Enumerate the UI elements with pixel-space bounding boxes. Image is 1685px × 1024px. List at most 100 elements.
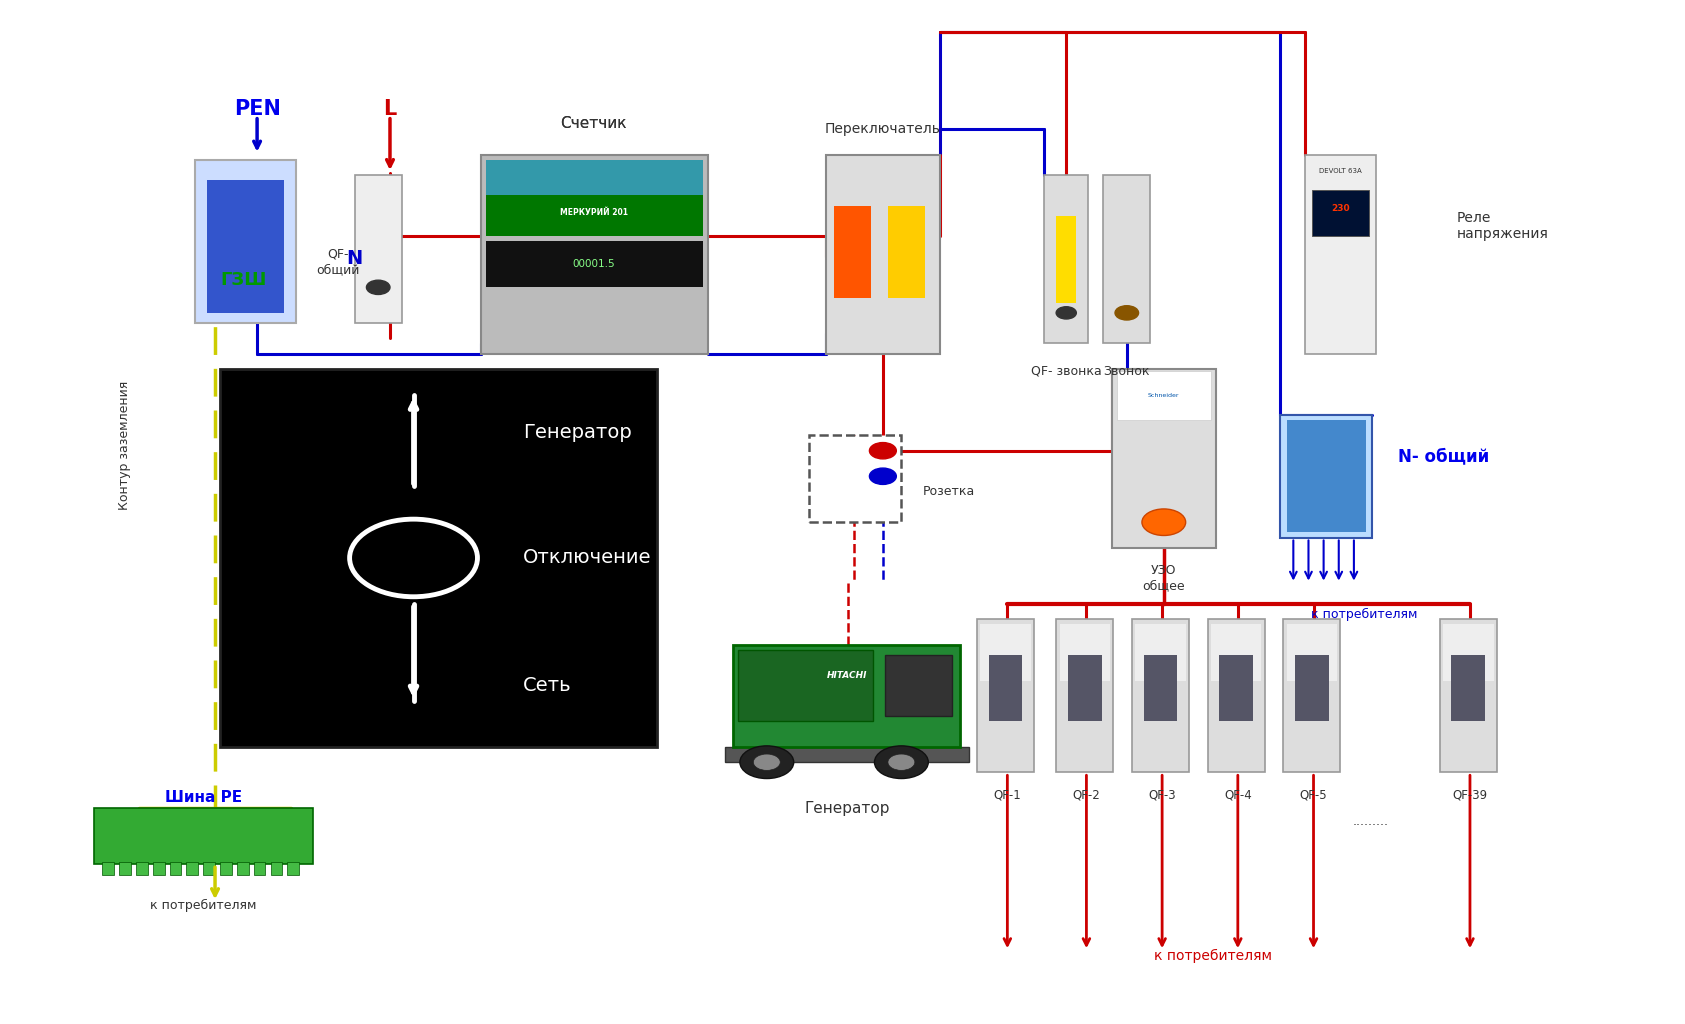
FancyBboxPatch shape bbox=[1136, 625, 1186, 681]
FancyBboxPatch shape bbox=[170, 862, 182, 874]
Text: УЗО
общее: УЗО общее bbox=[1142, 564, 1185, 592]
FancyBboxPatch shape bbox=[1451, 655, 1484, 721]
FancyBboxPatch shape bbox=[1281, 415, 1372, 538]
FancyBboxPatch shape bbox=[981, 625, 1031, 681]
Text: 00001.5: 00001.5 bbox=[573, 259, 615, 269]
Circle shape bbox=[869, 442, 896, 459]
Text: HITACHI: HITACHI bbox=[827, 671, 868, 680]
Text: ГЗШ: ГЗШ bbox=[221, 271, 266, 289]
Circle shape bbox=[366, 281, 389, 295]
FancyBboxPatch shape bbox=[1068, 655, 1102, 721]
FancyBboxPatch shape bbox=[1296, 655, 1329, 721]
Circle shape bbox=[753, 754, 780, 770]
FancyBboxPatch shape bbox=[1287, 625, 1338, 681]
FancyBboxPatch shape bbox=[1212, 625, 1262, 681]
Text: QF- звонка: QF- звонка bbox=[1031, 365, 1102, 378]
Text: QF-39: QF-39 bbox=[1452, 788, 1488, 802]
FancyBboxPatch shape bbox=[1313, 190, 1368, 237]
Text: Сеть: Сеть bbox=[522, 676, 571, 695]
Text: PEN: PEN bbox=[234, 98, 280, 119]
FancyBboxPatch shape bbox=[1220, 655, 1254, 721]
FancyBboxPatch shape bbox=[1045, 175, 1089, 343]
Text: QF-4: QF-4 bbox=[1223, 788, 1252, 802]
FancyBboxPatch shape bbox=[94, 808, 313, 864]
FancyBboxPatch shape bbox=[485, 196, 703, 237]
FancyBboxPatch shape bbox=[1060, 625, 1110, 681]
FancyBboxPatch shape bbox=[1104, 175, 1151, 343]
FancyBboxPatch shape bbox=[271, 862, 283, 874]
Text: Отключение: Отключение bbox=[522, 549, 652, 567]
FancyBboxPatch shape bbox=[834, 206, 871, 298]
FancyBboxPatch shape bbox=[1056, 620, 1114, 772]
FancyBboxPatch shape bbox=[1117, 371, 1212, 420]
Text: Контур заземления: Контур заземления bbox=[118, 381, 131, 510]
Circle shape bbox=[740, 745, 794, 778]
Text: QF-3: QF-3 bbox=[1147, 788, 1176, 802]
FancyBboxPatch shape bbox=[809, 435, 901, 522]
Text: Генератор: Генератор bbox=[522, 423, 632, 441]
Text: к потребителям: к потребителям bbox=[150, 899, 256, 911]
Circle shape bbox=[1056, 307, 1077, 319]
FancyBboxPatch shape bbox=[885, 655, 952, 716]
FancyBboxPatch shape bbox=[103, 862, 115, 874]
Text: Звонок: Звонок bbox=[1104, 365, 1151, 378]
Text: Генератор: Генератор bbox=[805, 801, 890, 816]
Text: N: N bbox=[345, 249, 362, 268]
Text: N- общий: N- общий bbox=[1397, 446, 1490, 465]
FancyBboxPatch shape bbox=[354, 175, 401, 324]
FancyBboxPatch shape bbox=[136, 862, 148, 874]
FancyBboxPatch shape bbox=[1144, 655, 1178, 721]
FancyBboxPatch shape bbox=[288, 862, 300, 874]
FancyBboxPatch shape bbox=[1306, 155, 1375, 353]
FancyBboxPatch shape bbox=[221, 862, 233, 874]
Text: Счетчик: Счетчик bbox=[561, 117, 627, 131]
Text: Schneider: Schneider bbox=[1147, 393, 1180, 398]
Circle shape bbox=[888, 754, 915, 770]
FancyBboxPatch shape bbox=[888, 206, 925, 298]
FancyBboxPatch shape bbox=[254, 862, 266, 874]
FancyBboxPatch shape bbox=[1284, 620, 1341, 772]
FancyBboxPatch shape bbox=[485, 242, 703, 288]
FancyBboxPatch shape bbox=[977, 620, 1035, 772]
Text: 230: 230 bbox=[1331, 204, 1350, 213]
FancyBboxPatch shape bbox=[1287, 420, 1365, 532]
FancyBboxPatch shape bbox=[1439, 620, 1496, 772]
Text: Счетчик: Счетчик bbox=[561, 117, 627, 131]
FancyBboxPatch shape bbox=[207, 180, 285, 313]
FancyBboxPatch shape bbox=[826, 155, 940, 353]
FancyBboxPatch shape bbox=[1442, 625, 1493, 681]
Text: DEVOLT 63A: DEVOLT 63A bbox=[1319, 168, 1361, 174]
Text: МЕРКУРИЙ 201: МЕРКУРИЙ 201 bbox=[559, 208, 627, 217]
Text: .........: ......... bbox=[1353, 815, 1388, 828]
FancyBboxPatch shape bbox=[725, 746, 969, 762]
Text: Шина PE: Шина PE bbox=[165, 791, 243, 806]
FancyBboxPatch shape bbox=[480, 155, 708, 353]
FancyBboxPatch shape bbox=[221, 369, 657, 746]
Text: к потребителям: к потребителям bbox=[1311, 607, 1417, 621]
Text: Переключатель: Переключатель bbox=[826, 122, 940, 136]
FancyBboxPatch shape bbox=[187, 862, 199, 874]
FancyBboxPatch shape bbox=[195, 160, 297, 324]
FancyBboxPatch shape bbox=[989, 655, 1023, 721]
FancyBboxPatch shape bbox=[1056, 216, 1077, 303]
FancyBboxPatch shape bbox=[733, 645, 960, 746]
FancyBboxPatch shape bbox=[485, 160, 703, 211]
Text: QF-5: QF-5 bbox=[1299, 788, 1328, 802]
Circle shape bbox=[1142, 509, 1186, 536]
Text: L: L bbox=[384, 98, 396, 119]
Text: к потребителям: к потребителям bbox=[1154, 949, 1272, 964]
Circle shape bbox=[1115, 306, 1139, 321]
Text: QF-
общий: QF- общий bbox=[317, 248, 359, 275]
FancyBboxPatch shape bbox=[204, 862, 216, 874]
FancyBboxPatch shape bbox=[238, 862, 249, 874]
Text: QF-1: QF-1 bbox=[994, 788, 1021, 802]
Text: Розетка: Розетка bbox=[923, 485, 976, 498]
FancyBboxPatch shape bbox=[1208, 620, 1265, 772]
FancyBboxPatch shape bbox=[1112, 369, 1217, 548]
Circle shape bbox=[875, 745, 928, 778]
FancyBboxPatch shape bbox=[738, 650, 873, 721]
Text: QF-2: QF-2 bbox=[1073, 788, 1100, 802]
Circle shape bbox=[869, 468, 896, 484]
FancyBboxPatch shape bbox=[1132, 620, 1190, 772]
FancyBboxPatch shape bbox=[120, 862, 131, 874]
